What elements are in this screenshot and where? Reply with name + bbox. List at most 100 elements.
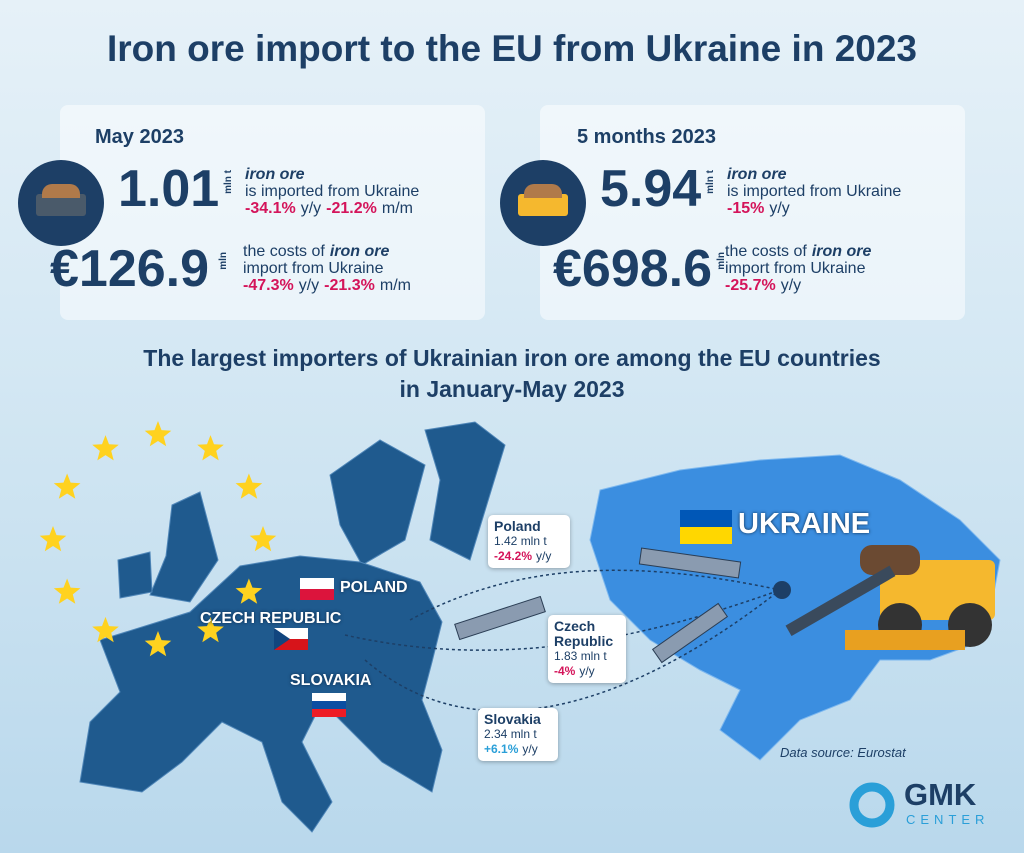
- europe: [79, 421, 506, 833]
- volume-text: iron ore is imported from Ukraine -15% y/y: [727, 166, 901, 217]
- flag-czech: [274, 628, 308, 639]
- flag-czech: [274, 628, 290, 650]
- conveyor: [785, 565, 896, 637]
- eu-star: [235, 473, 263, 499]
- callout: Poland 1.42 mln t -24.2% y/y: [488, 515, 570, 568]
- change-value: -21.2%: [326, 200, 377, 217]
- cost-value: €698.6: [553, 240, 713, 298]
- eu-star: [53, 473, 81, 499]
- description: is imported from Ukraine: [727, 183, 902, 200]
- icon: [500, 160, 586, 246]
- callout-change: -24.2% y/y: [494, 549, 564, 564]
- cost-line: the costs of iron ore: [243, 243, 416, 260]
- cost-unit: mln: [218, 252, 229, 270]
- trains: [454, 547, 742, 664]
- finland: [424, 421, 506, 561]
- change-basis: y/y: [536, 549, 552, 563]
- eu-star: [197, 435, 224, 461]
- description: is imported from Ukraine: [245, 183, 420, 200]
- callout: Slovakia 2.34 mln t +6.1% y/y: [478, 708, 558, 761]
- volume-unit: mln t: [705, 170, 716, 194]
- change-value: +6.1%: [484, 742, 519, 756]
- change-value: -15%: [727, 200, 765, 217]
- callout-volume: 1.83 mln t: [554, 649, 607, 663]
- logo-mark: [849, 782, 895, 828]
- change-basis: y/y: [300, 200, 322, 217]
- volume-value: 5.94: [600, 160, 702, 218]
- callout-volume: 2.34 mln t: [484, 727, 537, 741]
- flag-czech: [274, 639, 308, 650]
- change-value: -24.2%: [494, 549, 533, 563]
- change-basis: y/y: [769, 200, 790, 217]
- base: [845, 630, 965, 650]
- change-line: -34.1% y/y -21.2% m/m: [245, 200, 419, 217]
- product: iron ore: [245, 166, 305, 183]
- callout-country: Slovakia: [484, 711, 541, 727]
- truck: [785, 545, 995, 650]
- flag-slovakia: [312, 701, 346, 709]
- period: May 2023: [95, 126, 184, 148]
- section-title-line: in January-May 2023: [399, 376, 625, 402]
- icon-art: [36, 194, 86, 216]
- flag-ukraine: [680, 510, 732, 527]
- scandinavia: [329, 439, 426, 566]
- flags: [274, 510, 732, 717]
- continent: [79, 555, 443, 833]
- section-title: The largest importers of Ukrainian iron …: [0, 343, 1024, 405]
- product: iron ore: [727, 166, 787, 183]
- route-slovakia: [364, 589, 781, 712]
- ireland: [117, 551, 153, 599]
- callout-country: Czech Republic: [554, 618, 614, 649]
- eu-star: [144, 631, 172, 657]
- flag-poland: [300, 589, 334, 600]
- change-basis: y/y: [298, 277, 320, 294]
- change-value: -25.7%: [725, 277, 776, 294]
- callout: Czech Republic 1.83 mln t -4% y/y: [548, 615, 626, 683]
- description: the costs of: [243, 243, 325, 260]
- eu-stars: [39, 421, 277, 657]
- change-value: -21.3%: [324, 277, 375, 294]
- source: Data source: Eurostat: [780, 745, 906, 760]
- flag-ukraine: [680, 527, 732, 544]
- cost-value: €126.9: [50, 240, 210, 298]
- hub: [773, 581, 791, 599]
- logo-ring: [849, 782, 895, 828]
- volume-text: iron ore is imported from Ukraine -34.1% y/…: [245, 166, 419, 217]
- truck-load: [860, 545, 920, 575]
- train: [638, 547, 742, 579]
- callout-change: -4% y/y: [554, 664, 620, 679]
- volume-value: 1.01: [118, 160, 220, 218]
- change-basis: y/y: [579, 664, 595, 678]
- period: 5 months 2023: [577, 126, 716, 148]
- logo-tagline: CENTER: [906, 812, 990, 827]
- description: import from Ukraine: [243, 260, 384, 277]
- map-label: SLOVAKIA: [290, 672, 372, 689]
- cost-line: the costs of iron ore: [725, 243, 871, 260]
- change-basis: y/y: [780, 277, 802, 294]
- change-value: -34.1%: [245, 200, 296, 217]
- volume-unit: mln t: [223, 170, 234, 194]
- eu-star: [53, 578, 81, 604]
- icon-load: [524, 184, 562, 198]
- description: import from Ukraine: [725, 260, 866, 277]
- description: the costs of: [725, 243, 807, 260]
- icon-art: [518, 194, 568, 216]
- flag-slovakia: [312, 693, 346, 701]
- section-title-line: The largest importers of Ukrainian iron …: [143, 345, 881, 371]
- title: Iron ore import to the EU from Ukraine i…: [106, 28, 918, 69]
- callout-volume: 1.42 mln t: [494, 534, 547, 548]
- cost-text: the costs of iron ore import from Ukraine -…: [243, 243, 416, 294]
- product: iron ore: [811, 243, 872, 260]
- change-line: -25.7% y/y: [725, 277, 871, 294]
- train: [454, 595, 546, 641]
- change-basis: m/m: [379, 277, 411, 294]
- eu-star: [92, 435, 119, 461]
- callout-country: Poland: [494, 518, 541, 534]
- train: [651, 602, 729, 664]
- eu-star: [197, 616, 224, 643]
- eu-star: [92, 616, 119, 643]
- flag-poland: [300, 578, 334, 589]
